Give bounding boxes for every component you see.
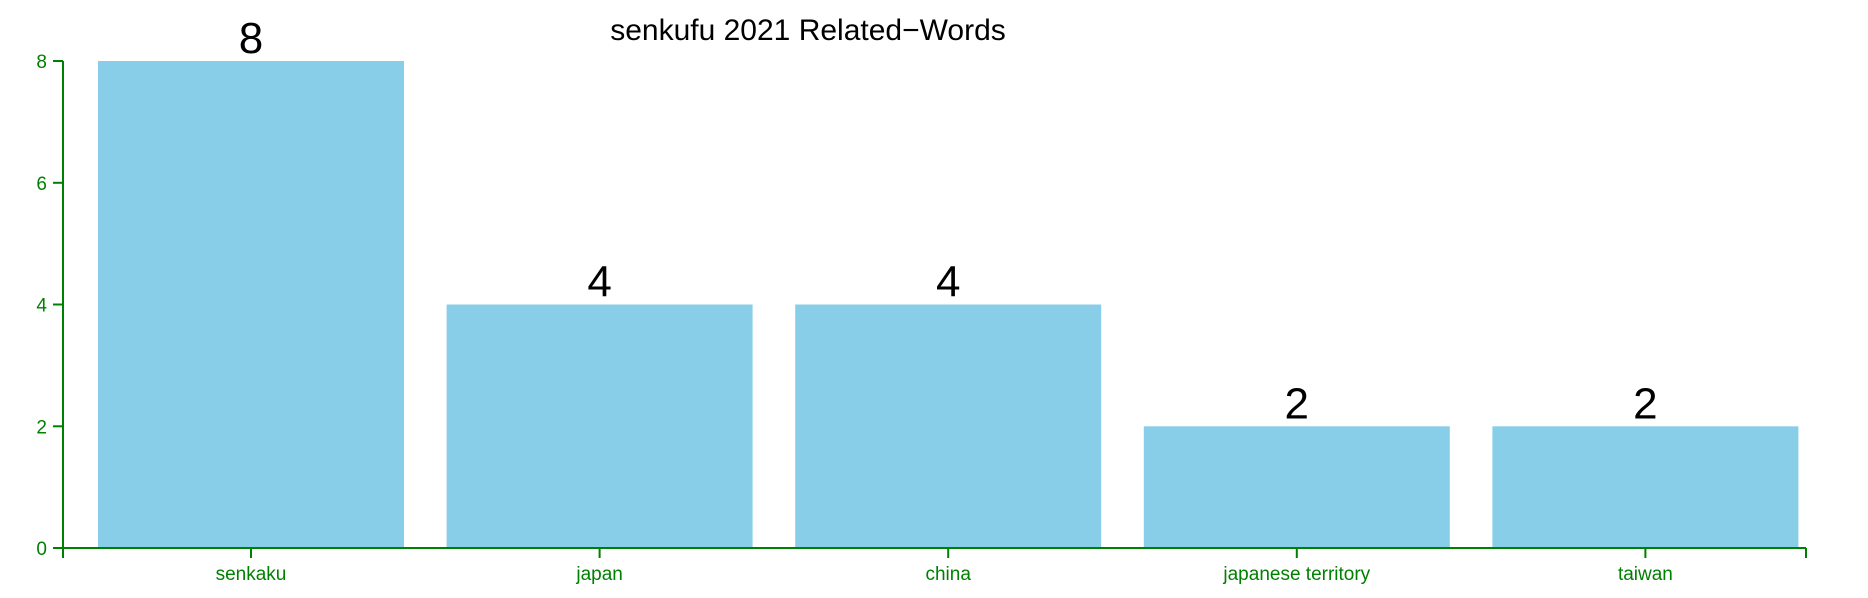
y-axis: 0 2 4 6 8 bbox=[36, 52, 64, 560]
bar-3 bbox=[1143, 426, 1450, 549]
x-tick-label-2: china bbox=[925, 564, 971, 585]
bar-1 bbox=[446, 304, 753, 548]
bars-group bbox=[98, 61, 1799, 549]
y-tick-label-0: 0 bbox=[36, 539, 47, 560]
x-tick-label-1: japan bbox=[575, 564, 623, 585]
x-tick-label-0: senkaku bbox=[216, 564, 287, 585]
x-axis: senkaku japan china japanese territory taiwa… bbox=[62, 547, 1807, 585]
data-label-4: 2 bbox=[1633, 379, 1657, 428]
bar-4 bbox=[1492, 426, 1799, 549]
data-label-3: 2 bbox=[1285, 379, 1309, 428]
data-label-0: 8 bbox=[239, 14, 263, 63]
bar-0 bbox=[98, 61, 404, 548]
data-labels-group: 8 4 4 2 2 bbox=[239, 14, 1658, 428]
y-tick-label-4: 8 bbox=[36, 52, 47, 73]
chart-title: senkufu 2021 Related−Words bbox=[610, 14, 1006, 47]
data-label-2: 4 bbox=[936, 258, 960, 307]
y-tick-label-1: 2 bbox=[36, 417, 47, 438]
bar-2 bbox=[795, 304, 1102, 548]
x-tick-label-4: taiwan bbox=[1618, 564, 1673, 585]
y-tick-label-3: 6 bbox=[36, 174, 47, 195]
y-tick-label-2: 4 bbox=[36, 296, 47, 317]
x-tick-label-3: japanese territory bbox=[1222, 564, 1370, 585]
data-label-1: 4 bbox=[587, 258, 611, 307]
